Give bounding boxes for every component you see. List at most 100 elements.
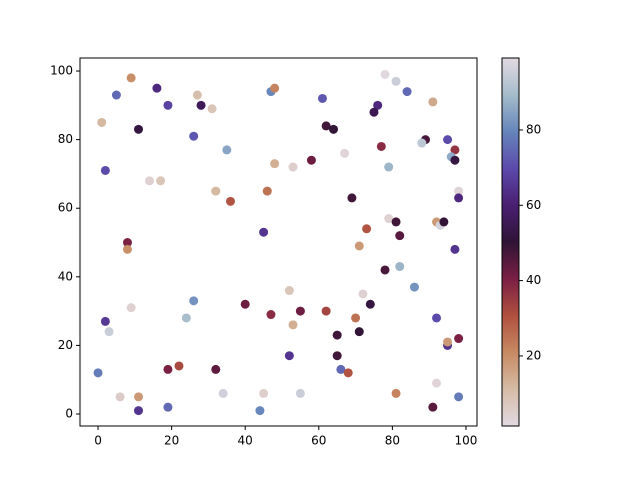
point xyxy=(391,76,401,86)
x-tick-label: 80 xyxy=(385,434,400,448)
point xyxy=(454,334,464,344)
point xyxy=(384,162,394,172)
point xyxy=(145,176,155,186)
x-tick-label: 0 xyxy=(94,434,102,448)
colorbar-tick-label: 80 xyxy=(526,122,541,136)
point xyxy=(211,186,221,196)
point xyxy=(189,296,199,306)
point xyxy=(134,406,144,416)
point xyxy=(284,351,294,361)
plot-frame xyxy=(79,57,478,427)
point xyxy=(222,145,232,155)
point xyxy=(380,69,390,79)
x-tick-label: 60 xyxy=(311,434,326,448)
point xyxy=(207,104,217,114)
point xyxy=(432,313,442,323)
point xyxy=(321,121,331,131)
point xyxy=(259,388,269,398)
point xyxy=(163,402,173,412)
point xyxy=(358,289,368,299)
point xyxy=(196,100,206,110)
point xyxy=(295,306,305,316)
x-tick-label: 20 xyxy=(164,434,179,448)
colorbar-tick-label: 20 xyxy=(526,348,541,362)
point xyxy=(134,124,144,134)
point xyxy=(428,97,438,107)
x-tick-label: 40 xyxy=(238,434,253,448)
point xyxy=(104,327,114,337)
point xyxy=(362,224,372,234)
point xyxy=(211,364,221,374)
point xyxy=(115,392,125,402)
point xyxy=(270,159,280,169)
point xyxy=(376,141,386,151)
point xyxy=(450,155,460,165)
point xyxy=(111,90,121,100)
point xyxy=(409,282,419,292)
point xyxy=(240,299,250,309)
point xyxy=(189,131,199,141)
point xyxy=(432,378,442,388)
point xyxy=(391,217,401,227)
point xyxy=(317,93,327,103)
point xyxy=(391,388,401,398)
point xyxy=(443,135,453,145)
x-tick-label: 100 xyxy=(455,434,478,448)
point xyxy=(100,165,110,175)
point xyxy=(100,316,110,326)
point xyxy=(163,364,173,374)
colorbar xyxy=(501,57,520,427)
point xyxy=(351,313,361,323)
point xyxy=(384,214,394,224)
colorbar-tick-label: 60 xyxy=(526,198,541,212)
point xyxy=(288,162,298,172)
point xyxy=(443,337,453,347)
point xyxy=(288,320,298,330)
point xyxy=(126,73,136,83)
point xyxy=(365,299,375,309)
point xyxy=(97,117,107,127)
point xyxy=(295,388,305,398)
y-tick-label: 80 xyxy=(58,132,73,146)
y-tick-label: 0 xyxy=(65,406,73,420)
point xyxy=(428,402,438,412)
point xyxy=(332,351,342,361)
point xyxy=(347,193,357,203)
point xyxy=(306,155,316,165)
point xyxy=(329,124,339,134)
point xyxy=(284,286,294,296)
point xyxy=(192,90,202,100)
point xyxy=(450,244,460,254)
point xyxy=(340,148,350,158)
point xyxy=(354,327,364,337)
point xyxy=(395,231,405,241)
point xyxy=(255,406,265,416)
point xyxy=(156,176,166,186)
colorbar-tick-label: 40 xyxy=(526,273,541,287)
y-tick-label: 40 xyxy=(58,269,73,283)
point xyxy=(354,241,364,251)
point xyxy=(321,306,331,316)
point xyxy=(395,262,405,272)
point xyxy=(402,87,412,97)
point xyxy=(181,313,191,323)
point xyxy=(373,100,383,110)
point xyxy=(454,186,464,196)
point xyxy=(369,107,379,117)
y-tick-label: 60 xyxy=(58,201,73,215)
point xyxy=(122,238,132,248)
point xyxy=(163,100,173,110)
point xyxy=(380,265,390,275)
point xyxy=(417,138,427,148)
point xyxy=(152,83,162,93)
y-tick-label: 20 xyxy=(58,338,73,352)
point xyxy=(336,364,346,374)
point xyxy=(439,217,449,227)
point xyxy=(343,368,353,378)
y-tick-label: 100 xyxy=(50,64,73,78)
point xyxy=(450,145,460,155)
point xyxy=(332,330,342,340)
point xyxy=(218,388,228,398)
point xyxy=(174,361,184,371)
